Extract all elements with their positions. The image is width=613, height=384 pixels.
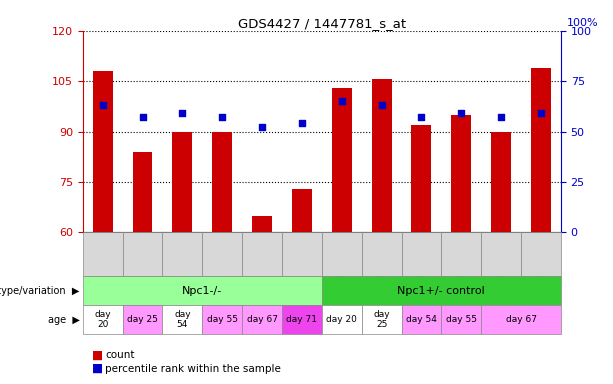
Point <box>297 120 307 126</box>
Point <box>137 114 148 121</box>
Bar <box>172 131 192 232</box>
Text: day 20: day 20 <box>326 315 357 324</box>
Point <box>218 114 227 121</box>
Point <box>417 114 427 121</box>
Text: percentile rank within the sample: percentile rank within the sample <box>105 364 281 374</box>
Bar <box>491 131 511 232</box>
Text: day 25: day 25 <box>127 315 158 324</box>
Point <box>98 102 108 108</box>
Text: day 54: day 54 <box>406 315 437 324</box>
Text: 100%: 100% <box>566 18 598 28</box>
Text: Npc1+/- control: Npc1+/- control <box>397 286 485 296</box>
Text: ■: ■ <box>92 349 103 362</box>
Text: day
54: day 54 <box>174 310 191 329</box>
Bar <box>212 131 232 232</box>
Bar <box>451 115 471 232</box>
Bar <box>332 88 352 232</box>
Bar <box>132 152 153 232</box>
Point <box>257 124 267 131</box>
Text: day 55: day 55 <box>446 315 477 324</box>
Point <box>376 102 386 108</box>
Text: day 71: day 71 <box>286 315 318 324</box>
Text: age  ▶: age ▶ <box>48 314 80 325</box>
Bar <box>252 215 272 232</box>
Title: GDS4427 / 1447781_s_at: GDS4427 / 1447781_s_at <box>238 17 406 30</box>
Point <box>536 110 546 116</box>
Text: day 67: day 67 <box>246 315 278 324</box>
Text: ■: ■ <box>92 362 103 375</box>
Text: Npc1-/-: Npc1-/- <box>182 286 223 296</box>
Point <box>178 110 188 116</box>
Text: day 67: day 67 <box>506 315 536 324</box>
Bar <box>93 71 113 232</box>
Bar <box>411 125 432 232</box>
Bar <box>292 189 312 232</box>
Text: day 55: day 55 <box>207 315 238 324</box>
Text: count: count <box>105 350 135 360</box>
Point <box>456 110 466 116</box>
Bar <box>531 68 551 232</box>
Point <box>497 114 506 121</box>
Text: day
25: day 25 <box>373 310 390 329</box>
Point <box>337 98 347 104</box>
Text: day
20: day 20 <box>94 310 111 329</box>
Bar <box>371 79 392 232</box>
Text: genotype/variation  ▶: genotype/variation ▶ <box>0 286 80 296</box>
